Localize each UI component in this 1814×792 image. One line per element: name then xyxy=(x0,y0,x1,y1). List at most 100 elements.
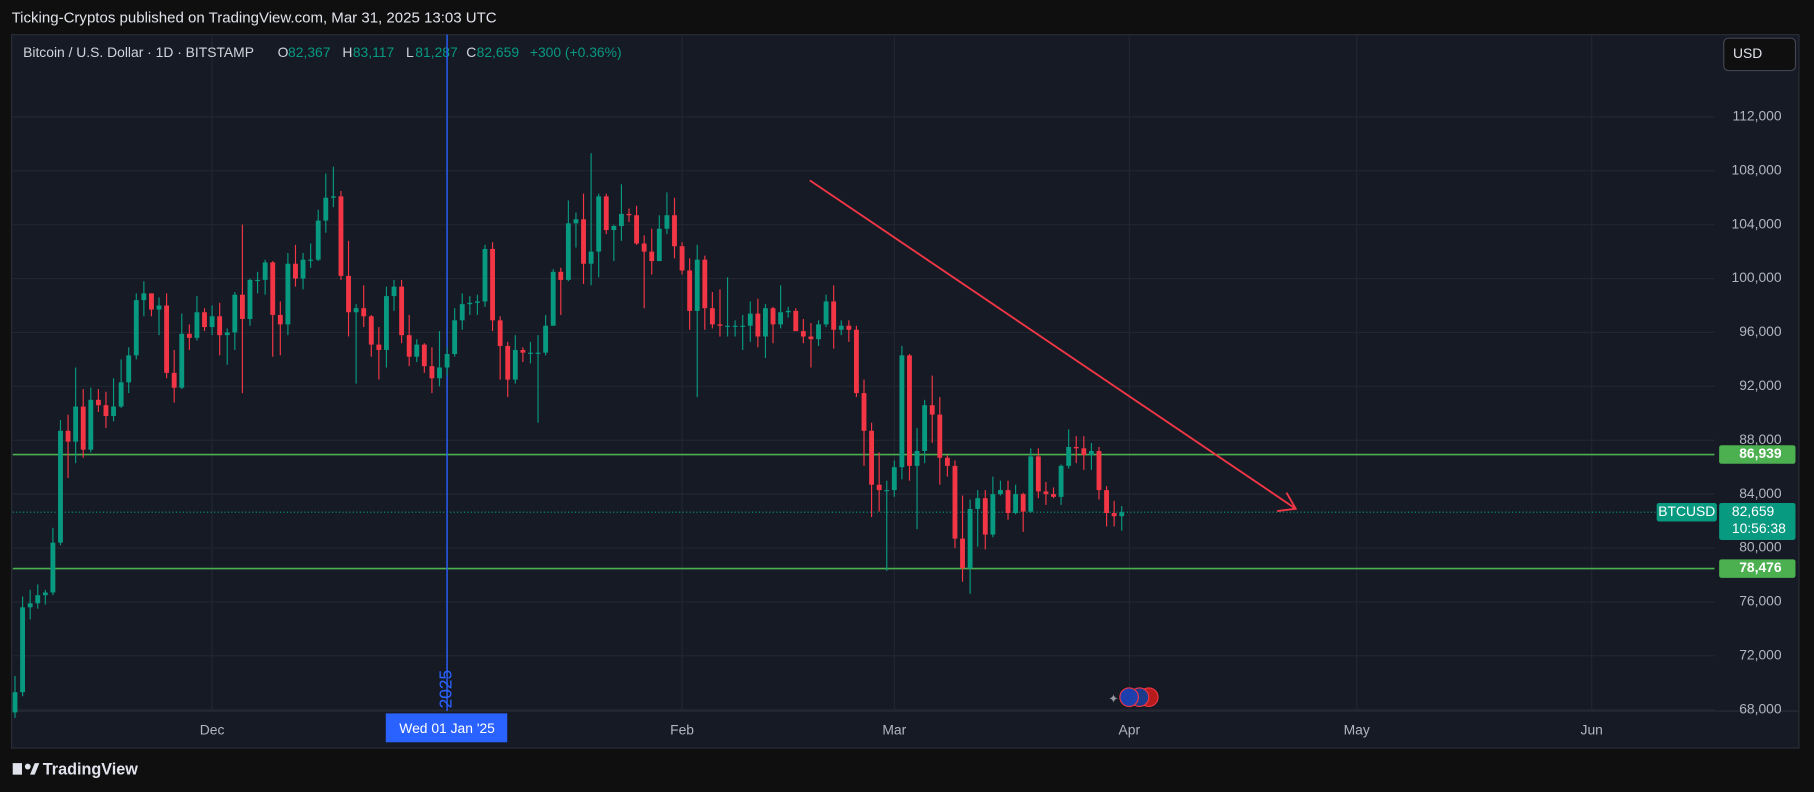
candle-body xyxy=(1119,512,1125,517)
candle-body xyxy=(702,259,708,309)
candle-body xyxy=(937,414,943,458)
candle-body xyxy=(490,248,495,321)
candle-body xyxy=(224,332,230,336)
candle-body xyxy=(512,349,518,380)
y-tick-label: 108,000 xyxy=(1731,161,1781,177)
x-tick-label: Dec xyxy=(200,721,225,737)
candle-body xyxy=(323,197,329,221)
arrow-head xyxy=(1277,492,1298,512)
candle-body xyxy=(755,313,761,337)
legend-value: 82,659 xyxy=(477,44,520,60)
candle-body xyxy=(186,333,192,338)
candle-body xyxy=(1028,456,1034,512)
last-price-label: 82,659 xyxy=(1732,503,1775,519)
candle-body xyxy=(672,215,677,247)
candle-body xyxy=(664,215,670,229)
candle-body xyxy=(399,286,405,336)
candle-body xyxy=(558,271,564,280)
candle-body xyxy=(929,405,935,415)
candle-body xyxy=(520,349,526,353)
candle-body xyxy=(384,296,389,350)
level-label: 86,939 xyxy=(1739,445,1782,461)
candle-body xyxy=(421,344,427,367)
candle-body xyxy=(50,542,56,593)
candle-body xyxy=(262,262,268,280)
candle-body xyxy=(884,490,890,492)
candle-body xyxy=(838,325,844,330)
candle-body xyxy=(315,220,321,260)
event-flags: ✦ xyxy=(1108,687,1159,708)
x-tick-label: Mar xyxy=(882,721,906,737)
candle-body xyxy=(202,312,207,328)
symbol-tag xyxy=(1656,502,1717,522)
candle-body xyxy=(747,313,753,326)
candle-body xyxy=(740,325,746,327)
candle-body xyxy=(1073,446,1079,449)
level-tag xyxy=(1719,445,1796,464)
candle-body xyxy=(444,354,450,368)
candle-body xyxy=(300,259,306,279)
candle-body xyxy=(550,271,556,326)
candle-body xyxy=(209,316,215,328)
candle-body xyxy=(1058,465,1064,497)
candle-body xyxy=(255,279,260,282)
candle-body xyxy=(967,508,973,569)
candle-body xyxy=(376,344,382,350)
candle-body xyxy=(20,607,26,693)
candle-body xyxy=(353,308,359,313)
y-tick-label: 84,000 xyxy=(1739,485,1782,501)
candle-body xyxy=(429,366,435,379)
candle-body xyxy=(793,310,799,332)
countdown-label: 10:56:38 xyxy=(1732,520,1786,536)
candle-body xyxy=(452,320,458,355)
y-tick-label: 72,000 xyxy=(1739,646,1782,662)
candle-body xyxy=(346,275,351,313)
candle-body xyxy=(694,259,700,311)
candle-body xyxy=(239,294,245,319)
crosshair-tag xyxy=(385,713,508,743)
candle-body xyxy=(808,336,814,340)
candle-body xyxy=(118,382,124,407)
candle-body xyxy=(361,308,367,317)
candle-body xyxy=(368,316,374,345)
y-tick-label: 96,000 xyxy=(1739,323,1782,339)
currency-button[interactable] xyxy=(1723,37,1797,72)
candle-body xyxy=(785,310,791,313)
candle-body xyxy=(1111,513,1117,517)
candle-body xyxy=(330,196,336,198)
chart-pane xyxy=(10,34,1800,749)
x-tick-label: May xyxy=(1344,721,1370,737)
candle-body xyxy=(846,325,852,330)
candle-body xyxy=(1043,491,1049,495)
candle-body xyxy=(217,316,223,336)
candle-body xyxy=(35,595,41,604)
candle-body xyxy=(634,215,640,244)
candle-body xyxy=(247,279,253,319)
currency-label[interactable]: USD xyxy=(1733,45,1762,61)
candle-body xyxy=(581,219,586,264)
candle-body xyxy=(1051,494,1056,497)
candle-body xyxy=(42,592,48,596)
last-price-tag xyxy=(1719,502,1796,540)
y-tick-label: 92,000 xyxy=(1739,377,1782,393)
y-tick-label: 104,000 xyxy=(1731,215,1781,231)
legend-value: 81,287 xyxy=(415,44,458,60)
y-tick-label: 112,000 xyxy=(1733,108,1782,124)
candle-body xyxy=(952,465,958,539)
candle-body xyxy=(179,333,185,388)
candle-body xyxy=(861,393,867,431)
candle-body xyxy=(975,498,981,509)
svg-text:✦: ✦ xyxy=(1108,691,1119,706)
candle-body xyxy=(998,490,1003,495)
candle-body xyxy=(285,263,291,325)
candle-body xyxy=(277,314,283,325)
candle-body xyxy=(626,213,632,216)
candle-body xyxy=(338,196,344,276)
legend-change: +300 (+0.36%) xyxy=(530,44,622,60)
candle-body xyxy=(1013,494,1019,514)
candle-body xyxy=(308,259,314,261)
candle-body xyxy=(656,228,662,262)
candle-body xyxy=(88,399,94,450)
candle-body xyxy=(611,226,617,231)
